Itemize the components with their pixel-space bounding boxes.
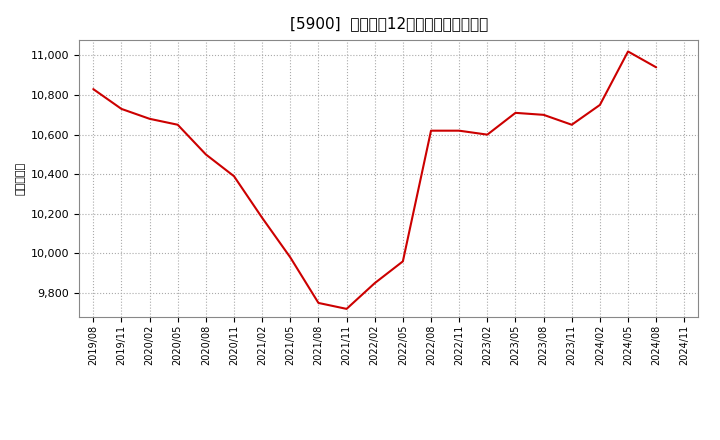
Title: [5900]  売上高の12か月移動合計の推移: [5900] 売上高の12か月移動合計の推移 (289, 16, 488, 32)
Y-axis label: （百万円）: （百万円） (15, 161, 25, 195)
